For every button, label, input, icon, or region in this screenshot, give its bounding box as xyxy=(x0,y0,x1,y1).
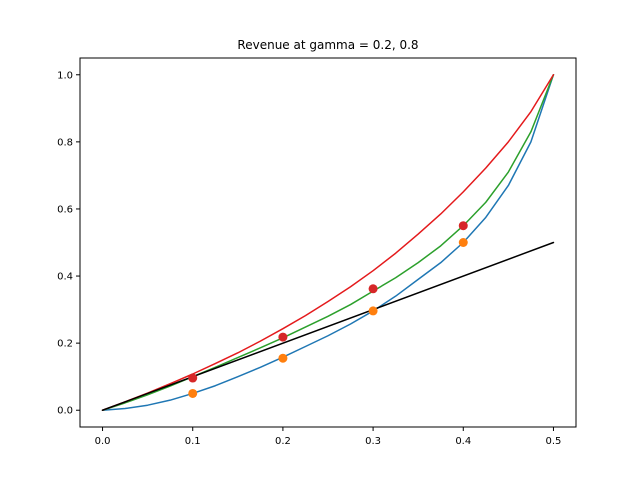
x-tick-label-3: 0.3 xyxy=(365,436,381,447)
series-line-3 xyxy=(101,241,555,411)
series-4-point-2 xyxy=(368,306,378,316)
y-tick-label-3: 0.6 xyxy=(57,204,73,215)
chart-title: Revenue at gamma = 0.2, 0.8 xyxy=(237,38,418,52)
series-5-point-0 xyxy=(188,373,198,383)
series-line-2 xyxy=(101,74,555,411)
series-4-point-3 xyxy=(458,238,468,247)
x-tick-label-5: 0.5 xyxy=(546,436,562,447)
x-tick-label-0: 0.0 xyxy=(95,436,111,447)
plot-area xyxy=(101,74,555,411)
y-tick-label-4: 0.8 xyxy=(57,137,73,148)
y-axis: 0.0 0.2 0.4 0.6 0.8 1.0 xyxy=(57,70,80,417)
axes-frame xyxy=(79,57,577,428)
series-4-point-1 xyxy=(278,353,288,363)
series-4-point-0 xyxy=(188,388,198,398)
series-5-point-3 xyxy=(458,221,468,231)
series-5-point-2 xyxy=(368,284,378,294)
series-line-0 xyxy=(101,74,555,411)
x-tick-label-1: 0.1 xyxy=(185,436,201,447)
y-tick-label-5: 1.0 xyxy=(57,70,73,81)
y-tick-label-2: 0.4 xyxy=(57,272,73,283)
x-tick-label-4: 0.4 xyxy=(455,436,471,447)
x-tick-label-2: 0.2 xyxy=(275,436,291,447)
y-tick-label-1: 0.2 xyxy=(57,339,73,350)
y-tick-label-0: 0.0 xyxy=(57,406,73,417)
series-5-point-1 xyxy=(278,332,288,342)
x-axis: 0.0 0.1 0.2 0.3 0.4 0.5 xyxy=(95,427,562,447)
